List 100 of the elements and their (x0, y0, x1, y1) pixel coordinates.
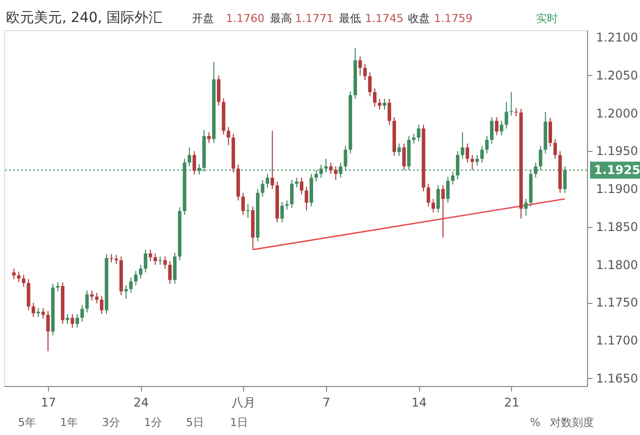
y-tick-label: 1.1800 (596, 258, 638, 272)
candlestick (412, 133, 416, 144)
candlestick (470, 154, 474, 171)
candlestick (500, 120, 504, 136)
candlestick (46, 310, 50, 352)
candlestick (358, 56, 362, 76)
candlestick (368, 72, 372, 96)
text: 收盘 (408, 12, 430, 25)
candlestick (456, 150, 460, 180)
y-tick-label: 1.1750 (596, 296, 638, 310)
candlestick (226, 126, 230, 146)
candlestick (138, 264, 142, 279)
candlestick (397, 143, 401, 156)
candlestick (510, 92, 514, 116)
candlestick (563, 166, 567, 194)
candlestick (534, 162, 538, 178)
y-tick-label: 1.1650 (596, 371, 638, 386)
text: 1日 (230, 416, 248, 429)
candlestick (270, 130, 274, 190)
candlestick (114, 254, 118, 265)
text: 5年 (18, 416, 36, 429)
x-tick-label: 14 (411, 396, 427, 410)
candlestick (460, 132, 464, 160)
candlestick (95, 292, 99, 304)
candlestick (314, 170, 318, 182)
text: 对数刻度 (550, 416, 594, 429)
text: 3分 (102, 416, 120, 429)
candlestick (436, 184, 440, 214)
candlestick (266, 173, 270, 188)
candlestick (26, 278, 30, 311)
text: % (530, 416, 540, 429)
candlestick (129, 277, 133, 294)
candlestick (12, 268, 16, 280)
text: 1.1771 (295, 12, 334, 25)
candlestick (334, 166, 338, 180)
candlestick (32, 302, 36, 318)
candlestick (207, 132, 211, 144)
text: 实时 (536, 12, 558, 25)
candlestick (144, 249, 148, 273)
text: 最低 (339, 12, 361, 25)
candlestick (378, 98, 382, 110)
y-tick-label: 1.1950 (596, 144, 638, 158)
candlestick (372, 88, 376, 107)
candlestick (480, 145, 484, 164)
candlestick (241, 192, 245, 216)
candlestick (304, 186, 308, 211)
candlestick (148, 249, 152, 262)
candlestick (338, 162, 342, 178)
candlestick (173, 252, 177, 284)
candlestick (188, 146, 192, 167)
candlestick (280, 201, 284, 223)
candlestick (344, 145, 348, 171)
candlestick (285, 200, 289, 210)
candlestick (494, 116, 498, 136)
candlestick (294, 177, 298, 188)
candlestick (388, 98, 392, 126)
candlestick (168, 260, 172, 284)
candlestick (290, 179, 294, 208)
candlestick (56, 282, 60, 292)
candlestick (451, 171, 455, 186)
candlestick (100, 295, 104, 315)
x-tick-label: 24 (134, 396, 149, 410)
candlestick (17, 271, 21, 283)
candlestick (192, 150, 196, 176)
text: 最高 (270, 12, 292, 25)
text: 1年 (60, 416, 78, 429)
x-tick-label: 八月 (232, 396, 256, 410)
text: 1分 (144, 416, 162, 429)
candlestick (319, 164, 323, 178)
x-tick-label: 17 (40, 396, 56, 410)
candlestick (124, 284, 128, 300)
text: 开盘 (192, 12, 214, 25)
candlestick (553, 138, 557, 160)
y-tick-label: 1.1850 (596, 220, 638, 234)
candlestick (441, 184, 445, 238)
candlestick (260, 179, 264, 198)
candlestick (490, 116, 494, 144)
candlestick (426, 183, 430, 207)
candlestick (163, 256, 167, 270)
candlestick (446, 176, 450, 204)
candlestick (41, 307, 45, 320)
candlestick (300, 177, 304, 195)
candlestick (197, 164, 201, 176)
text: 1.1759 (434, 12, 472, 25)
candlestick (475, 154, 479, 166)
candlestick (134, 270, 138, 286)
y-tick-label: 1.2000 (596, 106, 638, 120)
candlestick (329, 162, 333, 174)
candlestick (363, 64, 367, 80)
candlestick (524, 198, 528, 216)
candlestick (402, 143, 406, 171)
x-tick-label: 21 (504, 396, 520, 410)
y-tick-label: 1.1700 (596, 334, 638, 348)
candlestick (70, 314, 74, 328)
ref-line-label: 1.1925 (594, 163, 640, 178)
y-tick-label: 1.2100 (596, 30, 638, 45)
candlestick (36, 307, 40, 318)
candlestick (548, 117, 552, 148)
candlestick (432, 198, 436, 214)
chart-title: 欧元美元, 240, 国际外汇 (6, 10, 163, 26)
